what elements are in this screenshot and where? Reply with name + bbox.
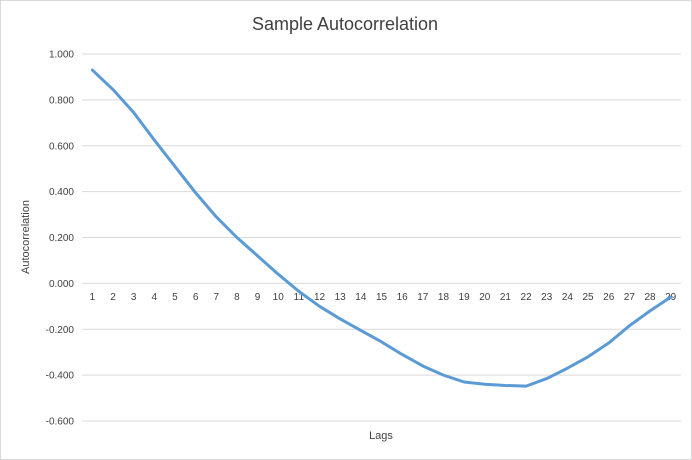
x-tick-label: 23 <box>541 292 553 303</box>
x-tick-label: 2 <box>110 292 116 303</box>
x-tick-label: 19 <box>459 292 471 303</box>
y-tick-label: 0.000 <box>49 279 74 290</box>
x-tick-label: 28 <box>644 292 656 303</box>
y-tick-label: 1.000 <box>49 50 74 61</box>
x-tick-label: 16 <box>397 292 409 303</box>
x-axis-title: Lags <box>369 430 393 442</box>
x-tick-label: 25 <box>582 292 594 303</box>
series-lines <box>90 68 673 388</box>
x-tick-label: 17 <box>417 292 429 303</box>
y-tick-label: 0.200 <box>49 233 74 244</box>
x-tick-label: 27 <box>624 292 636 303</box>
y-tick-label: -0.200 <box>46 325 75 336</box>
x-axis-tick-labels: 1 2 3 4 5 6 7 8 9 10 11 12 13 14 15 16 17 18 19 20 21 22 23 24 2… <box>90 292 677 303</box>
x-tick-label: 18 <box>438 292 450 303</box>
x-tick-label: 6 <box>193 292 199 303</box>
chart-title: Sample Autocorrelation <box>252 14 438 34</box>
x-tick-label: 15 <box>376 292 388 303</box>
x-tick-label: 21 <box>500 292 512 303</box>
y-tick-label: 0.800 <box>49 95 74 106</box>
y-axis-title: Autocorrelation <box>20 200 32 274</box>
x-tick-label: 11 <box>294 292 305 303</box>
y-tick-label: -0.400 <box>46 371 75 382</box>
y-axis-tick-labels: 1.000 0.800 0.600 0.400 0.200 0.000 -0.200 -0.4… <box>46 50 75 428</box>
x-tick-label: 8 <box>234 292 240 303</box>
x-tick-label: 14 <box>355 292 367 303</box>
x-tick-label: 7 <box>213 292 219 303</box>
x-tick-label: 4 <box>152 292 158 303</box>
x-tick-label: 5 <box>172 292 178 303</box>
x-tick-label: 26 <box>603 292 615 303</box>
y-tick-label: -0.600 <box>46 417 75 428</box>
gridlines <box>82 53 681 422</box>
y-tick-label: 0.600 <box>49 141 74 152</box>
x-tick-label: 22 <box>521 292 533 303</box>
x-tick-label: 13 <box>335 292 347 303</box>
x-tick-label: 20 <box>479 292 491 303</box>
x-tick-label: 24 <box>562 292 574 303</box>
series-line <box>90 68 673 388</box>
x-tick-label: 1 <box>90 292 96 303</box>
y-tick-label: 0.400 <box>49 187 74 198</box>
x-tick-label: 3 <box>131 292 137 303</box>
x-tick-label: 9 <box>255 292 261 303</box>
x-tick-label: 10 <box>273 292 285 303</box>
x-tick-label: 12 <box>314 292 326 303</box>
